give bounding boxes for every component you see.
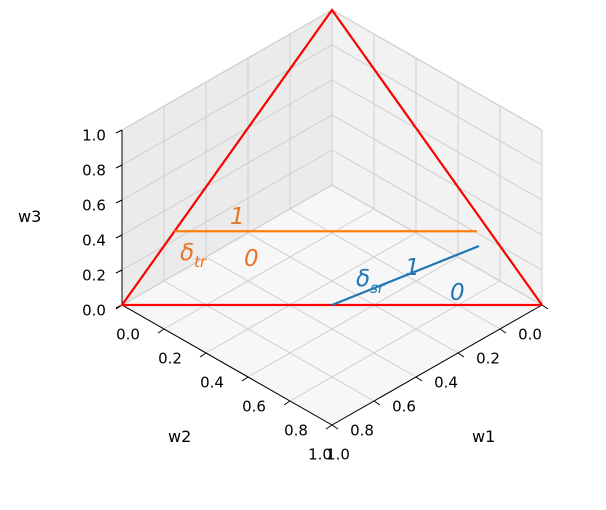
- w1-tick-label: 1.0: [326, 446, 350, 464]
- w2-tick: [373, 400, 381, 406]
- gridline: [331, 184, 543, 306]
- w1-tick: [325, 424, 333, 430]
- w3-tick: [115, 164, 123, 169]
- annotation-dtr: δtr: [180, 240, 207, 271]
- w1-tick-label: 0.0: [116, 326, 140, 344]
- w2-tick: [541, 304, 549, 310]
- gridline: [331, 79, 543, 201]
- w2-tick: [331, 424, 339, 430]
- gridline: [331, 9, 543, 131]
- w3-tick: [115, 269, 123, 274]
- w2-tick-label: 0.8: [350, 422, 374, 440]
- w1-tick-label: 0.8: [284, 422, 308, 440]
- annotation-dtr_1: 1: [230, 204, 245, 230]
- w2-tick: [499, 328, 507, 334]
- w1-axis-line: [121, 304, 333, 426]
- w2-tick-label: 0.2: [476, 350, 500, 368]
- w3-tick-label: 0.2: [82, 267, 106, 285]
- gridline: [163, 208, 375, 330]
- w3-tick-label: 0.0: [82, 302, 106, 320]
- w2-tick-label: 0.0: [518, 326, 542, 344]
- annotation-dsr_0: 0: [450, 280, 465, 306]
- gridline: [205, 256, 417, 378]
- gridline: [121, 9, 333, 131]
- w3-tick-label: 0.4: [82, 232, 106, 250]
- annotation-dtr_0: 0: [244, 246, 259, 272]
- w1-tick: [241, 376, 249, 382]
- w2-tick-label: 0.4: [434, 374, 458, 392]
- w2-tick: [457, 352, 465, 358]
- gridline: [289, 208, 501, 330]
- w3-axis-label: w3: [18, 207, 41, 226]
- w1-tick: [199, 352, 207, 358]
- gridline: [121, 79, 333, 201]
- gridline: [121, 44, 333, 166]
- gridline: [331, 149, 543, 271]
- gridline: [247, 256, 459, 378]
- w3-tick-label: 0.8: [82, 162, 106, 180]
- series-lines: [119, 8, 543, 307]
- annotation-dsr_1: 1: [405, 255, 420, 281]
- w1-axis-label: w1: [472, 427, 495, 446]
- gridline: [289, 280, 501, 402]
- series-line-2: [331, 244, 480, 307]
- tick-labels: 0.00.20.40.60.81.00.00.20.40.60.81.00.00…: [82, 127, 542, 464]
- gridline: [121, 184, 333, 306]
- w2-tick: [415, 376, 423, 382]
- w2-tick-label: 1.0: [308, 446, 332, 464]
- w1-tick: [157, 328, 165, 334]
- gridline: [121, 114, 333, 236]
- w3-tick: [115, 199, 123, 204]
- gridline: [205, 232, 417, 354]
- annotation-dsr: δsr: [356, 266, 385, 297]
- w2-axis-line: [331, 304, 543, 426]
- gridline: [331, 44, 543, 166]
- w3-tick: [115, 129, 123, 134]
- annotations: δtr 1 0 δsr 1 0: [180, 204, 465, 306]
- gridline: [121, 149, 333, 271]
- gridline: [163, 280, 375, 402]
- gridline: [247, 232, 459, 354]
- w3-tick-label: 0.6: [82, 197, 106, 215]
- axis-lines: [121, 130, 543, 426]
- w3-tick-label: 1.0: [82, 127, 106, 145]
- w1-tick: [283, 400, 291, 406]
- w2-tick-label: 0.6: [392, 398, 416, 416]
- w1-tick-label: 0.6: [242, 398, 266, 416]
- w1-tick-label: 0.4: [200, 374, 224, 392]
- gridline: [331, 114, 543, 236]
- w2-axis-label: w2: [168, 427, 191, 446]
- w3-tick: [115, 234, 123, 239]
- w1-tick-label: 0.2: [158, 350, 182, 368]
